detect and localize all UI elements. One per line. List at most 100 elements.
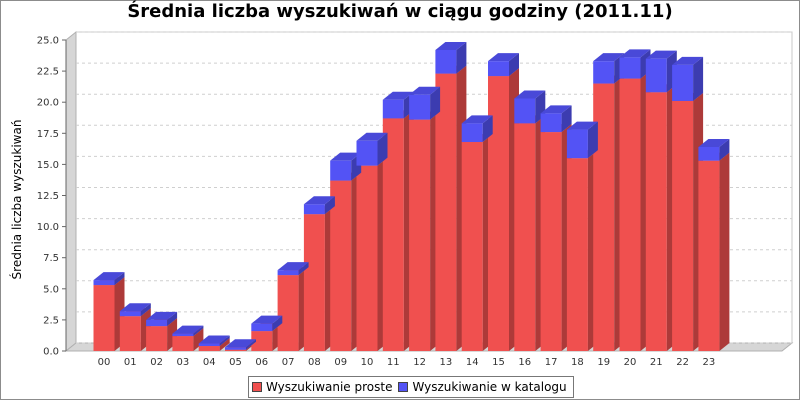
bar-top-2-09 [330, 152, 362, 161]
bar-side-2-08 [324, 196, 335, 215]
bar-2-11 [382, 99, 404, 119]
x-tick-label: 04 [203, 357, 216, 368]
bar-2-04 [198, 343, 220, 347]
x-tick-label: 14 [466, 357, 479, 368]
bar-2-22 [672, 64, 694, 101]
bar-side-2-00 [114, 272, 125, 286]
bar-top-2-15 [488, 53, 519, 62]
legend-item-series-2: Wyszukiwanie w katalogu [398, 380, 567, 394]
bar-2-16 [514, 98, 536, 124]
bar-2-18 [566, 129, 588, 159]
x-tick-label: 22 [676, 357, 689, 368]
y-tick-label: 15.0 [37, 160, 59, 171]
bar-1-16 [514, 123, 536, 352]
x-tick-label: 17 [545, 357, 558, 368]
x-tick-label: 02 [150, 357, 163, 368]
bar-side-1-04 [219, 338, 230, 351]
bar-1-15 [488, 76, 509, 352]
bar-1-14 [461, 142, 483, 351]
x-tick-label: 00 [98, 357, 111, 368]
bar-top-2-23 [698, 138, 730, 147]
bar-1-04 [198, 346, 220, 351]
legend-label-series-2: Wyszukiwanie w katalogu [412, 380, 567, 394]
x-tick-label: 07 [282, 357, 295, 368]
y-tick-label: 0.0 [43, 347, 59, 358]
bar-1-09 [330, 180, 352, 351]
bar-side-1-23 [719, 152, 730, 351]
bar-side-2-04 [219, 335, 230, 347]
bar-1-10 [356, 165, 378, 351]
bar-1-12 [409, 119, 431, 351]
bar-2-12 [409, 94, 431, 120]
bar-2-20 [619, 57, 641, 79]
bar-top-2-12 [409, 86, 441, 95]
bar-2-03 [172, 333, 194, 337]
x-tick-label: 20 [624, 357, 637, 368]
x-tick-label: 12 [413, 357, 426, 368]
bar-1-23 [698, 160, 720, 351]
bar-2-10 [356, 140, 378, 166]
bar-top-2-11 [382, 91, 414, 100]
bar-top-2-06 [251, 315, 283, 324]
bar-2-09 [330, 160, 352, 181]
y-tick-label: 7.5 [43, 253, 59, 264]
legend-label-series-1: Wyszukiwanie proste [266, 380, 393, 394]
bar-1-17 [540, 132, 562, 351]
x-tick-label: 18 [571, 357, 584, 368]
bar-side-2-12 [430, 86, 441, 120]
x-tick-label: 06 [255, 357, 268, 368]
legend-swatch-series-1 [252, 382, 262, 392]
y-tick-label: 5.0 [43, 284, 59, 295]
bar-top-2-21 [645, 50, 677, 59]
x-tick-label: 01 [124, 357, 137, 368]
x-tick-label: 23 [703, 357, 716, 368]
x-tick-label: 09 [334, 357, 347, 368]
bar-top-2-17 [540, 105, 572, 114]
bar-side-1-03 [193, 328, 204, 351]
x-tick-label: 03 [177, 357, 190, 368]
x-tick-label: 13 [440, 357, 453, 368]
bar-2-13 [435, 49, 457, 74]
bar-1-13 [435, 73, 457, 351]
bar-side-2-17 [561, 105, 572, 133]
bar-top-2-22 [672, 56, 704, 65]
bar-side-2-01 [140, 303, 151, 317]
bar-1-08 [303, 214, 325, 351]
x-tick-label: 15 [492, 357, 505, 368]
bar-2-15 [488, 61, 509, 77]
bar-side-2-14 [482, 115, 493, 143]
x-tick-label: 16 [518, 357, 531, 368]
bar-side-2-06 [272, 315, 283, 332]
bar-side-2-03 [193, 325, 204, 337]
bar-top-2-05 [225, 339, 256, 348]
plot-left-wall [65, 30, 77, 353]
bar-2-23 [698, 146, 720, 161]
y-tick-label: 22.5 [37, 67, 59, 78]
bar-top-2-08 [303, 196, 335, 205]
bar-side-2-07 [298, 262, 309, 276]
y-tick-label: 17.5 [37, 129, 59, 140]
bar-2-05 [225, 347, 246, 350]
bar-2-14 [461, 123, 483, 143]
bar-1-21 [645, 92, 667, 352]
bar-2-08 [303, 204, 325, 215]
chart-title: Średnia liczba wyszukiwań w ciągu godzin… [127, 1, 673, 22]
bar-1-19 [593, 83, 615, 351]
x-tick-label: 08 [308, 357, 321, 368]
bar-2-21 [645, 58, 667, 93]
legend-item-series-1: Wyszukiwanie proste [252, 380, 392, 394]
y-tick-label: 2.5 [43, 315, 59, 326]
bar-side-2-10 [377, 132, 388, 166]
bar-side-2-23 [719, 138, 730, 161]
bar-2-00 [93, 280, 115, 286]
bar-side-2-18 [587, 121, 598, 159]
bar-1-02 [146, 326, 168, 351]
bar-1-00 [93, 285, 115, 351]
bar-top-2-13 [435, 41, 467, 50]
bar-1-07 [277, 275, 299, 351]
bar-2-07 [277, 270, 299, 276]
bar-side-2-02 [167, 311, 178, 327]
bar-2-19 [593, 61, 615, 84]
bar-top-2-03 [172, 325, 204, 334]
